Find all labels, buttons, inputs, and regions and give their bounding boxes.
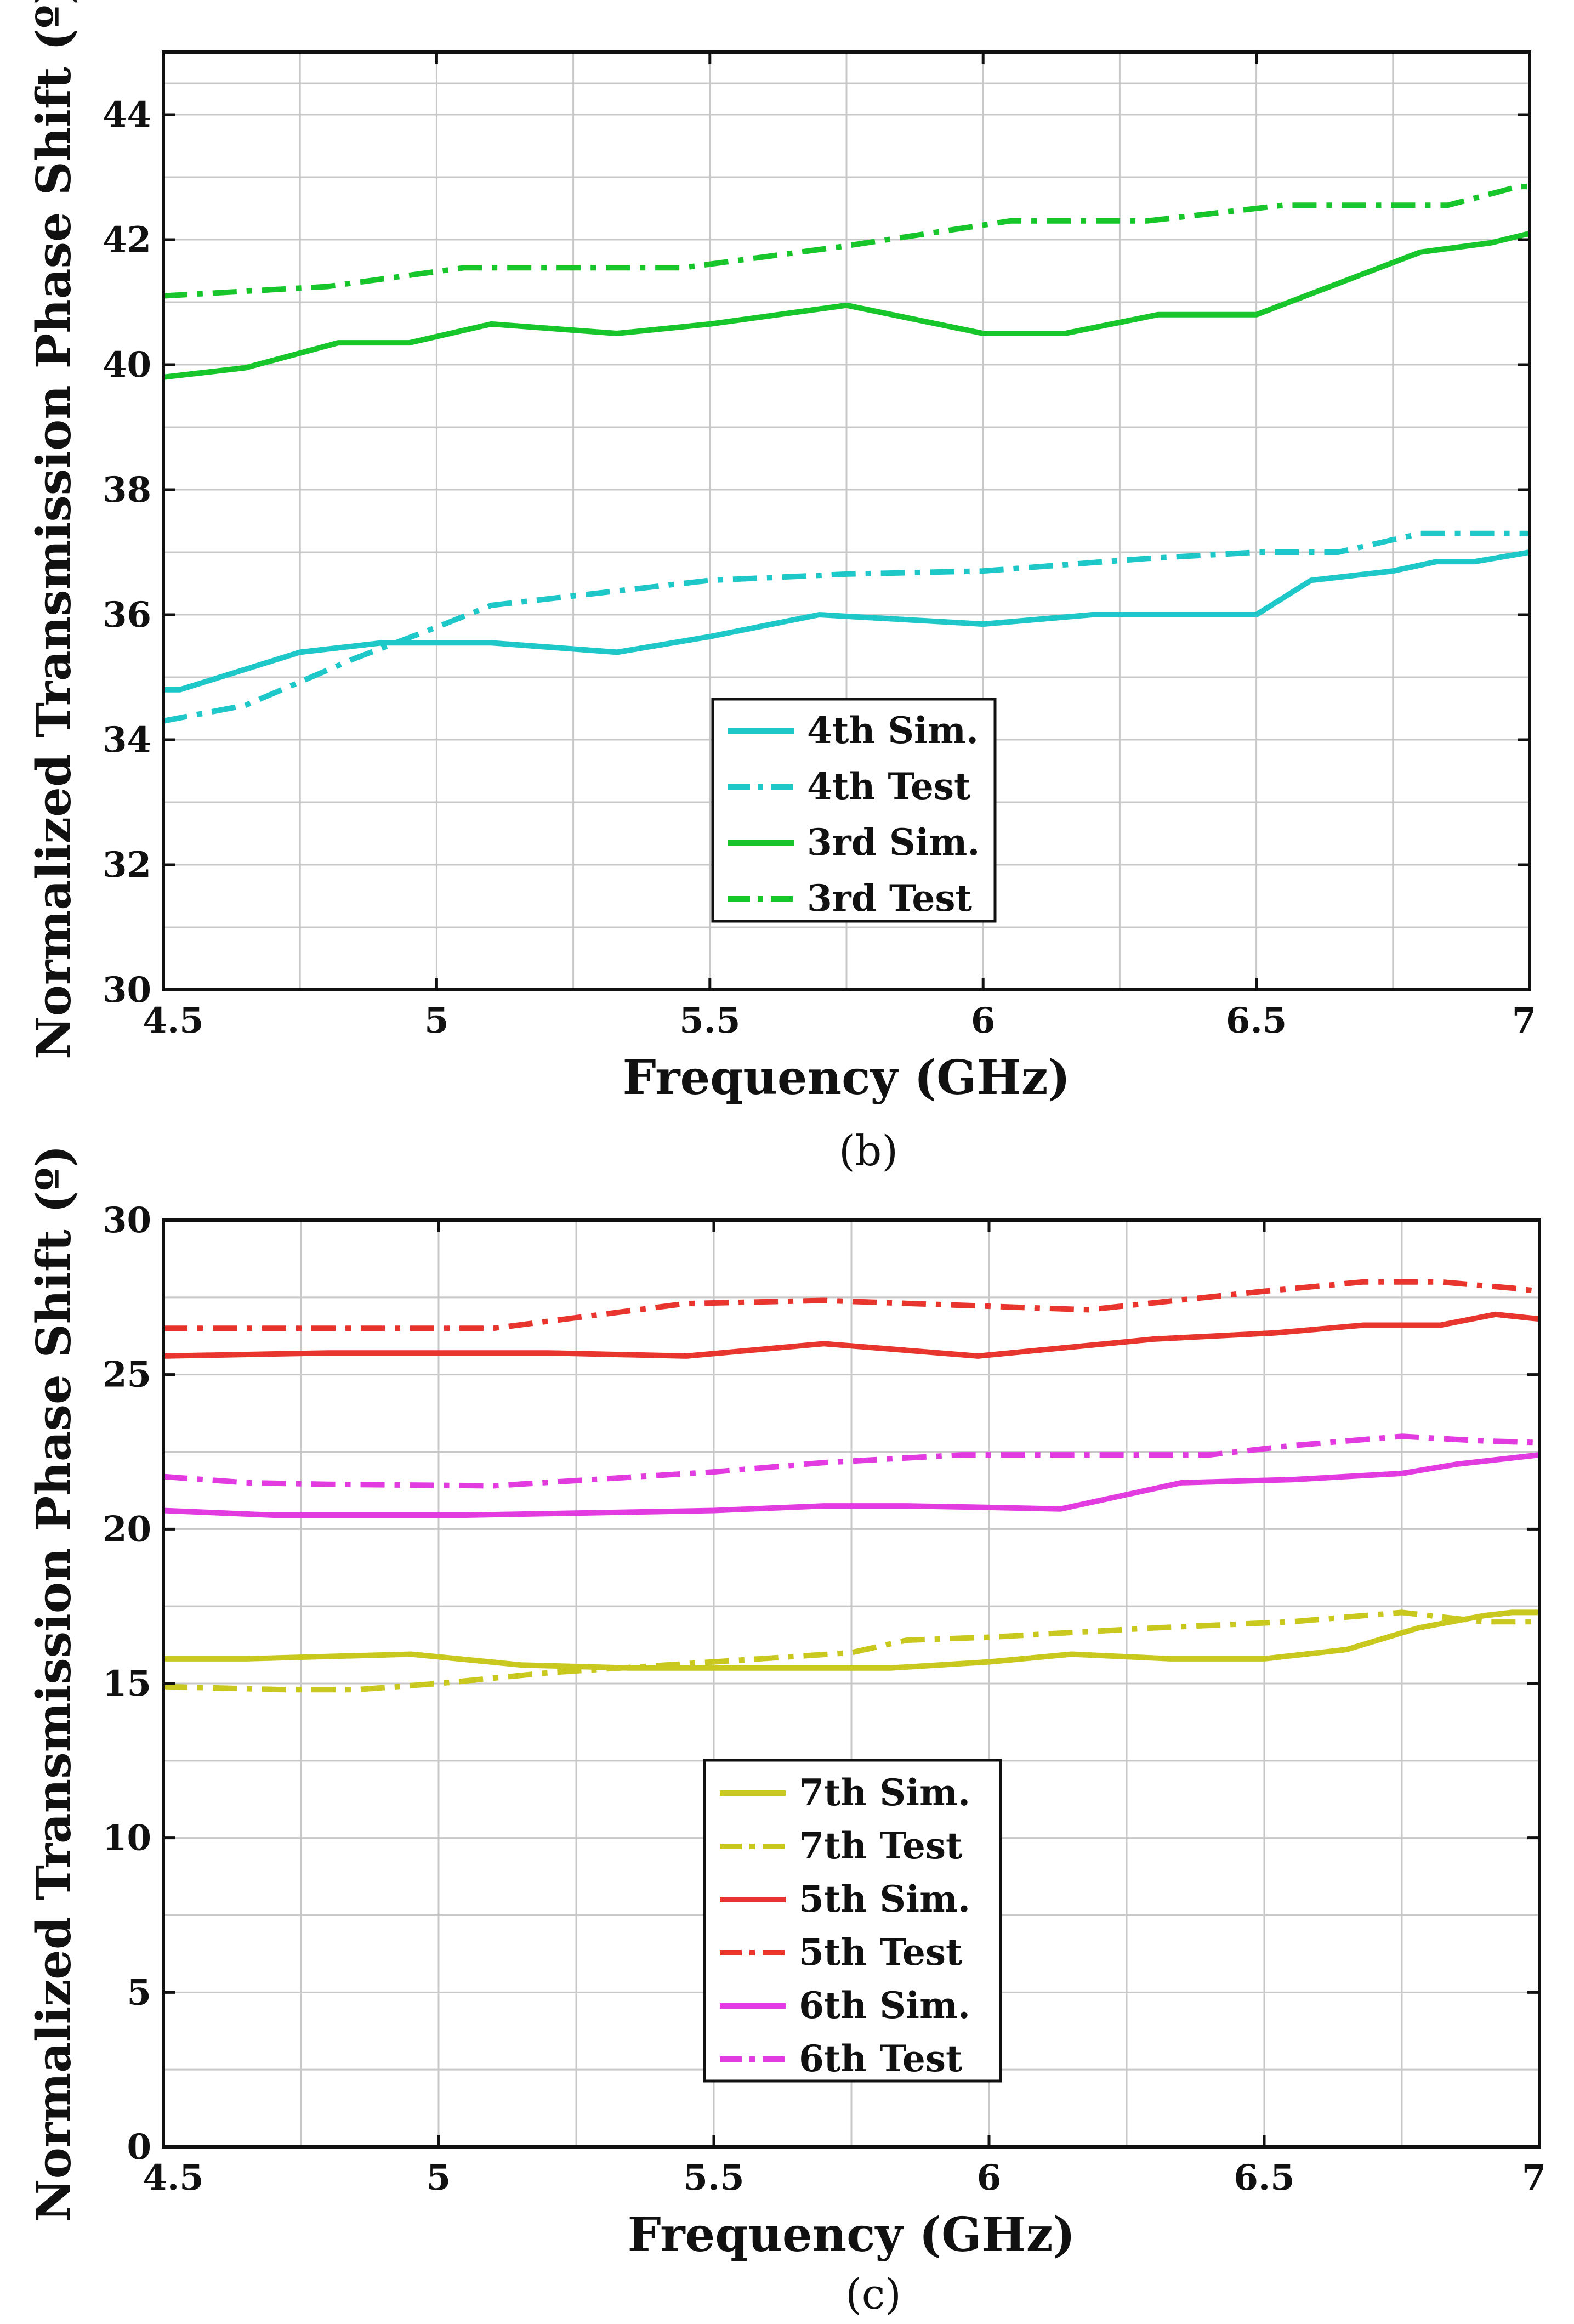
chart-panel-c: 4.5 5 5.5 6 6.5 7 0 5 10 15 20 25 30 Frequency (GHz) N…	[26, 1145, 1546, 2319]
legend-label: 5th Sim.	[799, 1878, 970, 1920]
y-tick-label: 30	[103, 970, 151, 1011]
series-line-7th-sim	[163, 1609, 1539, 1671]
series-line-4th-sim	[163, 549, 1530, 693]
series-line-7th-test	[163, 1609, 1539, 1693]
x-tick-label: 5.5	[679, 1000, 740, 1041]
y-tick-label: 40	[103, 344, 151, 386]
chart-panel-b: 4.5 5 5.5 6 6.5 7 30 32 34 36 38 40 42 44 Frequency (G…	[26, 0, 1536, 1175]
x-axis-label: Frequency (GHz)	[628, 2207, 1076, 2263]
y-tick-label: 25	[103, 1354, 151, 1396]
x-tick-label: 6.5	[1234, 2157, 1294, 2198]
legend-label: 7th Sim.	[799, 1771, 970, 1814]
y-tick-label: 36	[103, 594, 151, 636]
legend-label: 3rd Sim.	[807, 821, 980, 864]
legend-label: 5th Test	[799, 1931, 963, 1974]
legend-label: 6th Test	[799, 2037, 963, 2080]
axis-ticks: 4.5 5 5.5 6 6.5 7 30 32 34 36 38 40 42 44	[103, 52, 1536, 1041]
x-tick-label: 6.5	[1226, 1000, 1287, 1041]
panel-label: (b)	[839, 1126, 898, 1175]
x-tick-label: 6	[977, 2157, 1002, 2198]
y-tick-label: 10	[103, 1818, 151, 1859]
panel-label: (c)	[845, 2270, 901, 2319]
y-axis-label: Normalized Transmission Phase Shift (º)	[26, 0, 82, 1059]
y-tick-label: 42	[103, 219, 151, 260]
legend: 7th Sim. 7th Test 5th Sim. 5th Test 6th Sim.…	[703, 1759, 1002, 2083]
y-tick-label: 15	[103, 1663, 151, 1704]
axis-ticks: 4.5 5 5.5 6 6.5 7 0 5 10 15 20 25 30	[103, 1200, 1546, 2198]
x-tick-label: 5.5	[683, 2157, 744, 2198]
series-line-5th-sim	[163, 1311, 1540, 1359]
series-group	[163, 184, 1531, 724]
x-tick-label: 5	[427, 2157, 451, 2198]
x-tick-label: 6	[971, 1000, 996, 1041]
series-line-4th-test	[163, 530, 1530, 724]
legend-label: 6th Sim.	[799, 1984, 970, 2027]
x-tick-label: 5	[424, 1000, 449, 1041]
series-line-3rd-sim	[163, 230, 1531, 380]
y-tick-label: 38	[103, 469, 151, 511]
legend-box	[703, 1759, 1002, 2083]
legend-label: 7th Test	[799, 1824, 963, 1867]
x-axis-label: Frequency (GHz)	[623, 1050, 1071, 1106]
y-tick-label: 30	[103, 1200, 151, 1241]
series-line-6th-test	[163, 1433, 1540, 1489]
series-line-3rd-test	[163, 184, 1530, 299]
series-line-6th-sim	[163, 1452, 1540, 1518]
y-tick-label: 34	[103, 719, 151, 761]
y-tick-label: 32	[103, 844, 151, 886]
x-tick-label: 7	[1522, 2157, 1547, 2198]
y-tick-label: 0	[127, 2127, 151, 2168]
legend: 4th Sim. 4th Test 3rd Sim. 3rd Test	[711, 698, 997, 923]
series-group	[163, 1279, 1540, 1693]
y-tick-label: 20	[103, 1509, 151, 1550]
legend-box	[711, 698, 997, 923]
plot-area-frame	[162, 50, 1531, 991]
x-tick-label: 7	[1512, 1000, 1537, 1041]
y-tick-label: 44	[103, 94, 151, 135]
y-tick-label: 5	[127, 1972, 151, 2013]
x-tick-label: 4.5	[143, 1000, 203, 1041]
legend-label: 3rd Test	[807, 877, 973, 920]
legend-label: 4th Sim.	[807, 709, 979, 752]
legend-label: 4th Test	[807, 765, 971, 808]
y-axis-label: Normalized Transmission Phase Shift (º)	[26, 1145, 82, 2222]
x-tick-label: 4.5	[143, 2157, 203, 2198]
